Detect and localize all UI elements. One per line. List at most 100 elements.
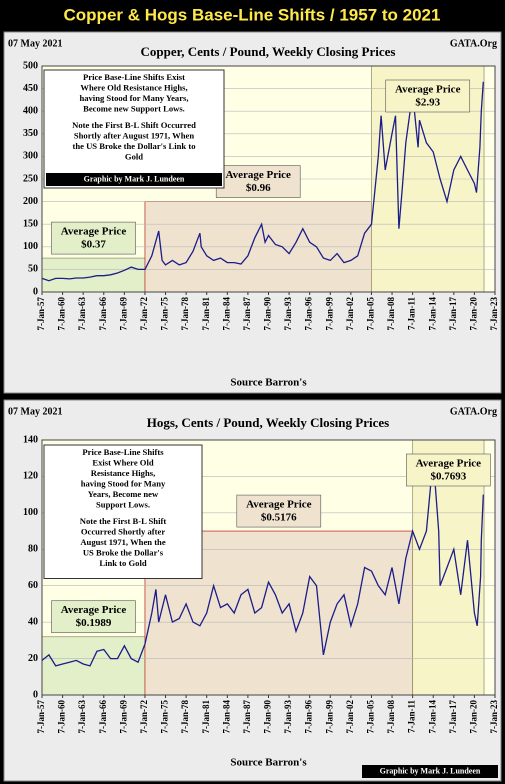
average-price: $0.96 — [246, 182, 271, 194]
credit-bar — [362, 765, 498, 778]
x-tick-label: 7-Jan-20 — [468, 700, 478, 734]
y-tick-label: 140 — [23, 434, 38, 445]
x-tick-label: 7-Jan-81 — [201, 700, 211, 734]
y-tick-label: 150 — [23, 218, 38, 229]
x-tick-label: 7-Jan-23 — [489, 700, 499, 734]
x-tick-label: 7-Jan-93 — [283, 297, 293, 331]
average-label: Average Price — [61, 604, 127, 616]
x-tick-label: 7-Jan-81 — [201, 297, 211, 331]
note-text: Note the First B-L Shift — [80, 516, 167, 526]
x-tick-label: 7-Jan-14 — [427, 297, 437, 331]
average-label: Average Price — [395, 84, 461, 96]
chart-title: Copper, Cents / Pound, Weekly Closing Pr… — [141, 44, 396, 59]
note-text: Note the First B-L Shift Occurred — [72, 120, 196, 130]
region — [41, 636, 146, 696]
x-tick-label: 7-Jan-02 — [345, 297, 355, 331]
note-text: Occurred Shortly after — [81, 526, 166, 536]
x-tick-label: 7-Jan-96 — [304, 700, 314, 734]
x-tick-label: 7-Jan-57 — [36, 297, 46, 331]
x-tick-label: 7-Jan-66 — [98, 297, 108, 331]
y-tick-label: 350 — [23, 128, 38, 139]
price-line — [41, 458, 484, 667]
average-price: $2.93 — [415, 97, 440, 109]
average-price: $0.1989 — [76, 617, 112, 629]
x-tick-label: 7-Jan-78 — [180, 297, 190, 331]
x-tick-label: 7-Jan-66 — [98, 700, 108, 734]
average-label: Average Price — [61, 226, 127, 238]
x-tick-label: 7-Jan-72 — [139, 700, 149, 734]
x-tick-label: 7-Jan-17 — [448, 700, 458, 734]
x-tick-label: 7-Jan-99 — [324, 700, 334, 734]
x-tick-label: 7-Jan-02 — [345, 700, 355, 734]
note-text: Link to Gold — [99, 558, 147, 568]
x-tick-label: 7-Jan-87 — [242, 700, 252, 734]
note-text: Resistance Highs, — [91, 468, 155, 478]
x-tick-label: 7-Jan-60 — [57, 700, 67, 734]
x-tick-label: 7-Jan-60 — [57, 297, 67, 331]
note-text: August 1971, When the — [80, 537, 166, 547]
note-text: Become new Support Lows. — [83, 103, 185, 113]
note-text: Years, Become new — [88, 489, 159, 499]
average-price: $0.5176 — [261, 512, 297, 524]
y-tick-label: 450 — [23, 83, 38, 94]
x-tick-label: 7-Jan-84 — [221, 700, 231, 734]
x-tick-label: 7-Jan-75 — [160, 700, 170, 734]
average-label: Average Price — [416, 458, 482, 470]
note-box — [43, 69, 225, 189]
y-tick-label: 120 — [23, 471, 38, 482]
y-tick-label: 80 — [28, 544, 38, 555]
average-label: Average Price — [225, 169, 291, 181]
average-price: $0.7693 — [430, 471, 466, 483]
note-text: Shortly after August 1971, When — [74, 130, 194, 140]
y-tick-label: 50 — [28, 264, 38, 275]
price-line — [41, 81, 484, 282]
y-tick-label: 100 — [23, 507, 38, 518]
y-tick-label: 500 — [23, 60, 38, 71]
date: 07 May 2021 — [8, 406, 62, 417]
x-tick-label: 7-Jan-99 — [324, 297, 334, 331]
note-box — [43, 444, 203, 579]
note-text: Price Base-Line Shifts Exist — [83, 72, 185, 82]
x-tick-label: 7-Jan-69 — [118, 297, 128, 331]
source-site: GATA.Org — [450, 406, 497, 417]
x-tick-label: 7-Jan-63 — [77, 297, 87, 331]
x-tick-label: 7-Jan-90 — [263, 297, 273, 331]
note-text: Where Old Resistance Highs, — [80, 82, 187, 92]
x-tick-label: 7-Jan-23 — [489, 297, 499, 331]
note-text: having Stood for Many — [81, 478, 166, 488]
x-tick-label: 7-Jan-72 — [139, 297, 149, 331]
y-tick-label: 200 — [23, 196, 38, 207]
x-tick-label: 7-Jan-78 — [180, 700, 190, 734]
x-tick-label: 7-Jan-08 — [386, 700, 396, 734]
average-label: Average Price — [246, 499, 312, 511]
y-tick-label: 300 — [23, 151, 38, 162]
source-site: GATA.Org — [450, 38, 497, 49]
x-tick-label: 7-Jan-90 — [263, 700, 273, 734]
region — [41, 257, 146, 293]
average-box — [51, 600, 136, 634]
chart-title: Hogs, Cents / Pound, Weekly Closing Pric… — [147, 415, 389, 430]
x-tick-label: 7-Jan-05 — [366, 297, 376, 331]
credit: Graphic by Mark J. Lundeen — [380, 766, 481, 775]
y-tick-label: 0 — [33, 286, 38, 297]
x-tick-label: 7-Jan-11 — [407, 700, 417, 734]
x-tick-label: 7-Jan-14 — [427, 700, 437, 734]
x-tick-label: 7-Jan-87 — [242, 297, 252, 331]
note-text: Price Base-Line Shifts — [82, 447, 164, 457]
credit: Graphic by Mark J. Lundeen — [84, 174, 185, 183]
note-text: Support Lows. — [96, 499, 150, 509]
x-tick-label: 7-Jan-96 — [304, 297, 314, 331]
average-box — [215, 165, 301, 198]
y-tick-label: 0 — [33, 689, 38, 700]
credit-bar — [46, 173, 222, 186]
average-box — [236, 494, 322, 528]
y-tick-label: 20 — [28, 653, 38, 664]
x-tick-label: 7-Jan-63 — [77, 700, 87, 734]
average-price: $0.37 — [81, 239, 106, 251]
y-tick-label: 250 — [23, 173, 38, 184]
plot-frame — [41, 65, 496, 293]
x-tick-label: 7-Jan-84 — [221, 297, 231, 331]
average-box — [406, 453, 491, 487]
page-title: Copper & Hogs Base-Line Shifts / 1957 to… — [64, 5, 441, 24]
x-tick-label: 7-Jan-08 — [386, 297, 396, 331]
